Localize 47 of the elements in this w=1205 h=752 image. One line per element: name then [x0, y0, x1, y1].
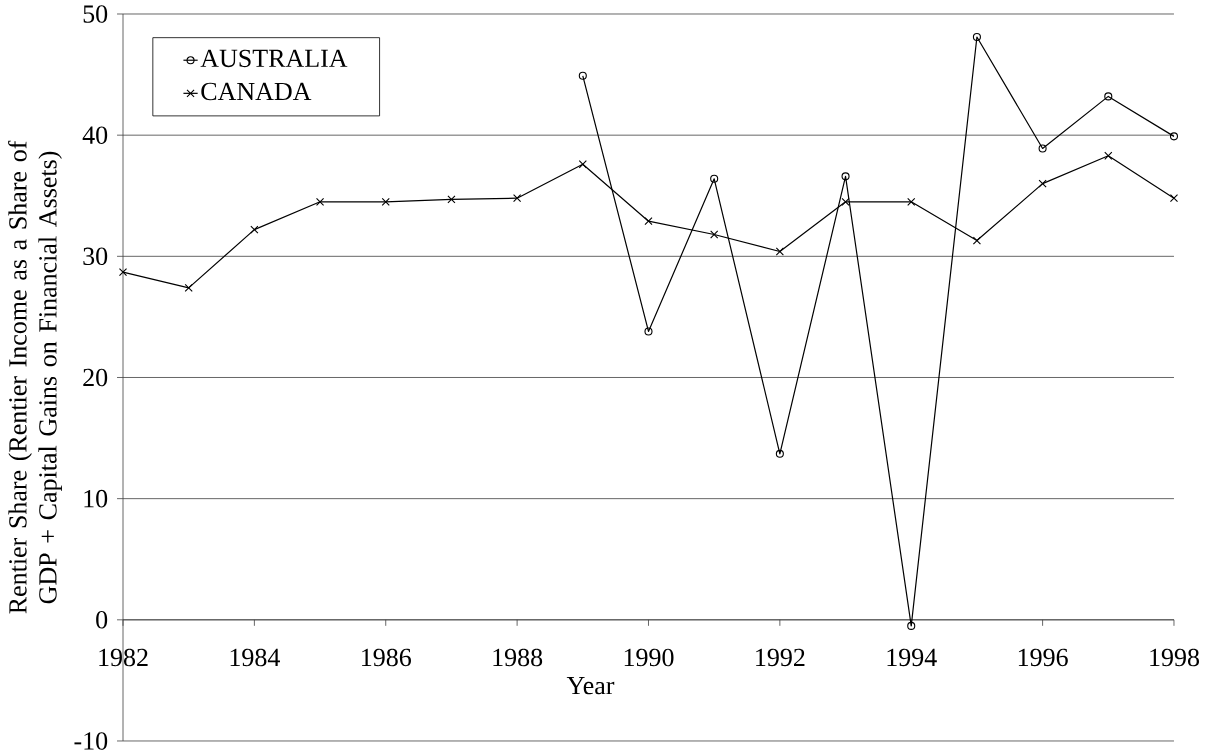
point — [972, 236, 982, 245]
point — [841, 197, 850, 206]
x-axis-title: Year — [566, 677, 615, 695]
point — [907, 621, 916, 630]
y-tick-label: 50 — [83, 5, 108, 23]
point — [447, 195, 456, 204]
point — [710, 174, 719, 183]
y-tick-label: 10 — [84, 489, 108, 508]
legend-label: AUSTRALIA — [200, 49, 348, 68]
x-tick-label: 1994 — [887, 648, 937, 667]
point — [184, 283, 193, 292]
point — [578, 160, 587, 169]
x-tick-label: 1990 — [624, 648, 674, 667]
y-axis-title: Rentier Share (Rentier Income as a Share of GDP + Capital Gains on Financial Assets) — [8, 140, 62, 614]
point — [1104, 151, 1113, 160]
x-tick-label: 1998 — [1150, 648, 1199, 667]
x-tick-label: 1988 — [493, 648, 543, 667]
point — [118, 267, 128, 277]
point — [1169, 132, 1179, 141]
point — [1104, 92, 1113, 101]
x-tick-label: 1992 — [756, 648, 805, 667]
y-tick-label: -10 — [74, 732, 108, 750]
point — [1038, 144, 1047, 153]
point — [1169, 194, 1179, 203]
y-tick-label: 40 — [82, 126, 108, 144]
x-tick-label: 1986 — [362, 648, 411, 667]
point — [644, 217, 653, 226]
point — [841, 172, 850, 181]
point — [513, 194, 522, 203]
point — [250, 225, 259, 234]
point — [644, 327, 653, 336]
y-tick-label: 20 — [83, 368, 108, 387]
point — [381, 197, 390, 206]
point — [907, 197, 916, 206]
point — [775, 247, 784, 256]
y-tick-label: 30 — [83, 247, 108, 266]
point — [775, 449, 784, 458]
point — [1038, 179, 1047, 188]
point — [315, 197, 325, 206]
x-tick-label: 1984 — [230, 648, 280, 667]
x-tick-label: 1982 — [99, 648, 148, 667]
y-tick-label: 0 — [96, 611, 108, 629]
legend-label: CANADA — [201, 82, 312, 101]
point — [710, 230, 719, 239]
point — [972, 32, 981, 42]
point — [578, 71, 587, 80]
x-tick-label: 1996 — [1018, 648, 1068, 667]
